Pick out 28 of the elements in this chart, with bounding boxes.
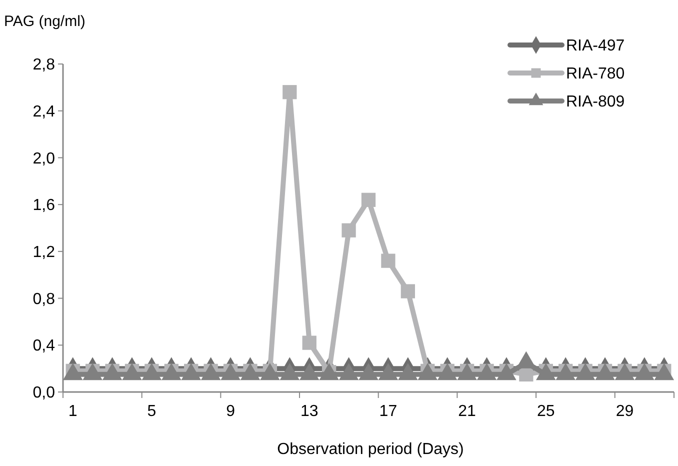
x-tick-label: 25 <box>536 403 555 420</box>
x-tick-label: 29 <box>616 403 634 420</box>
x-tick-label: 9 <box>226 403 236 420</box>
point <box>282 85 297 100</box>
x-tick-label: 1 <box>68 403 78 420</box>
y-tick-label: 2,0 <box>32 150 56 168</box>
legend-label: RIA-780 <box>566 66 625 83</box>
point <box>342 223 356 238</box>
legend-label: RIA-809 <box>566 94 625 111</box>
point <box>381 254 396 268</box>
y-tick-label: 2,4 <box>32 103 56 120</box>
point <box>302 336 316 350</box>
x-tick-label: 17 <box>379 403 398 420</box>
y-tick-label: 0,4 <box>32 338 56 355</box>
y-tick-label: 0,8 <box>32 290 56 308</box>
x-tick-label: 5 <box>147 403 156 420</box>
y-tick-label: 1,6 <box>32 197 56 214</box>
y-tick-label: 1,2 <box>32 244 56 262</box>
legend-label: RIA-497 <box>566 38 625 55</box>
point <box>361 192 376 207</box>
x-axis-title: Observation period (Days) <box>277 441 464 458</box>
x-tick-label: 13 <box>300 403 318 420</box>
y-tick-label: 2,8 <box>32 56 56 74</box>
y-tick-label: 0,0 <box>32 384 56 402</box>
point <box>519 367 534 382</box>
x-tick-label: 21 <box>458 403 476 420</box>
y-axis-title: PAG (ng/ml) <box>4 13 86 30</box>
point <box>400 284 415 298</box>
